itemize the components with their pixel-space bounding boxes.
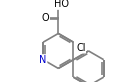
- Text: O: O: [42, 13, 50, 23]
- Text: Cl: Cl: [76, 43, 86, 53]
- Text: N: N: [39, 55, 47, 65]
- Text: HO: HO: [54, 0, 69, 9]
